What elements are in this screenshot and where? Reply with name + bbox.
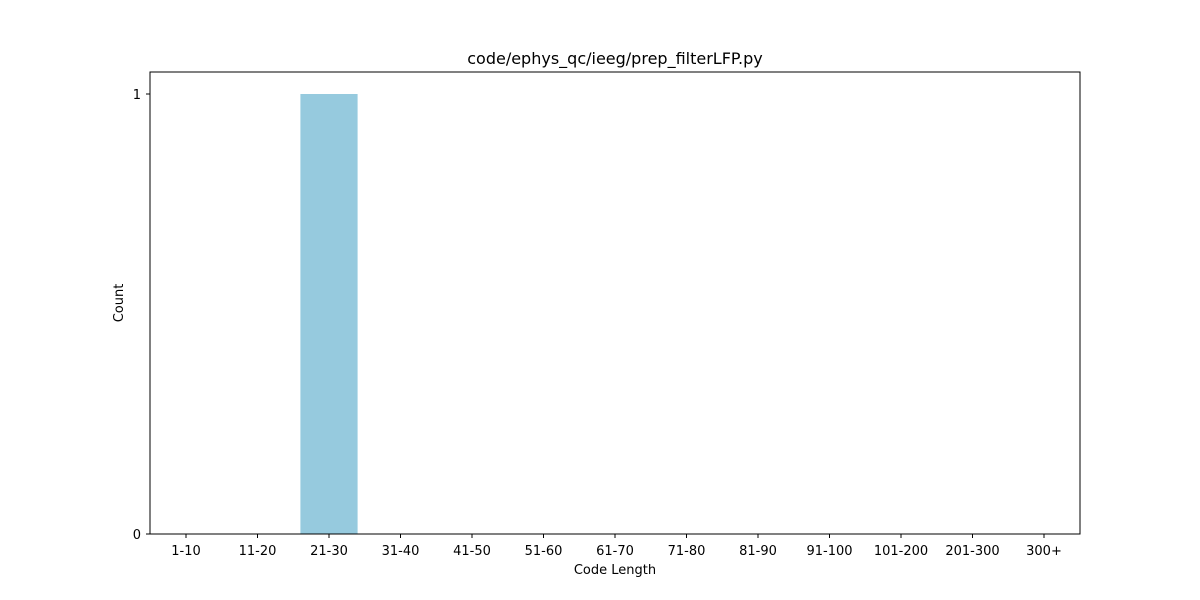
x-tick-label: 71-80	[668, 544, 706, 559]
bar-21-30	[300, 94, 358, 534]
x-tick-label: 51-60	[525, 544, 563, 559]
x-tick-label: 61-70	[596, 544, 634, 559]
x-tick-label: 201-300	[945, 544, 999, 559]
x-tick-label: 91-100	[806, 544, 852, 559]
y-axis: 01	[133, 88, 150, 543]
y-tick-label: 1	[133, 88, 141, 103]
x-tick-label: 41-50	[453, 544, 491, 559]
x-tick-label: 11-20	[239, 544, 277, 559]
x-axis-label: Code Length	[574, 563, 656, 578]
x-axis: 1-10 11-20 21-30 31-40 41-50 51-60 61-70 71-80 8…	[171, 534, 1062, 559]
bars-group	[300, 94, 358, 534]
x-tick-label: 1-10	[171, 544, 201, 559]
plot-frame	[149, 71, 1081, 535]
x-tick-label: 21-30	[310, 544, 348, 559]
y-axis-label: Count	[112, 284, 127, 323]
chart-title: code/ephys_qc/ieeg/prep_filterLFP.py	[467, 49, 763, 69]
x-tick-label: 300+	[1026, 544, 1062, 559]
y-tick-label: 0	[133, 528, 141, 543]
x-tick-label: 31-40	[382, 544, 420, 559]
x-tick-label: 81-90	[739, 544, 777, 559]
x-tick-label: 101-200	[874, 544, 928, 559]
